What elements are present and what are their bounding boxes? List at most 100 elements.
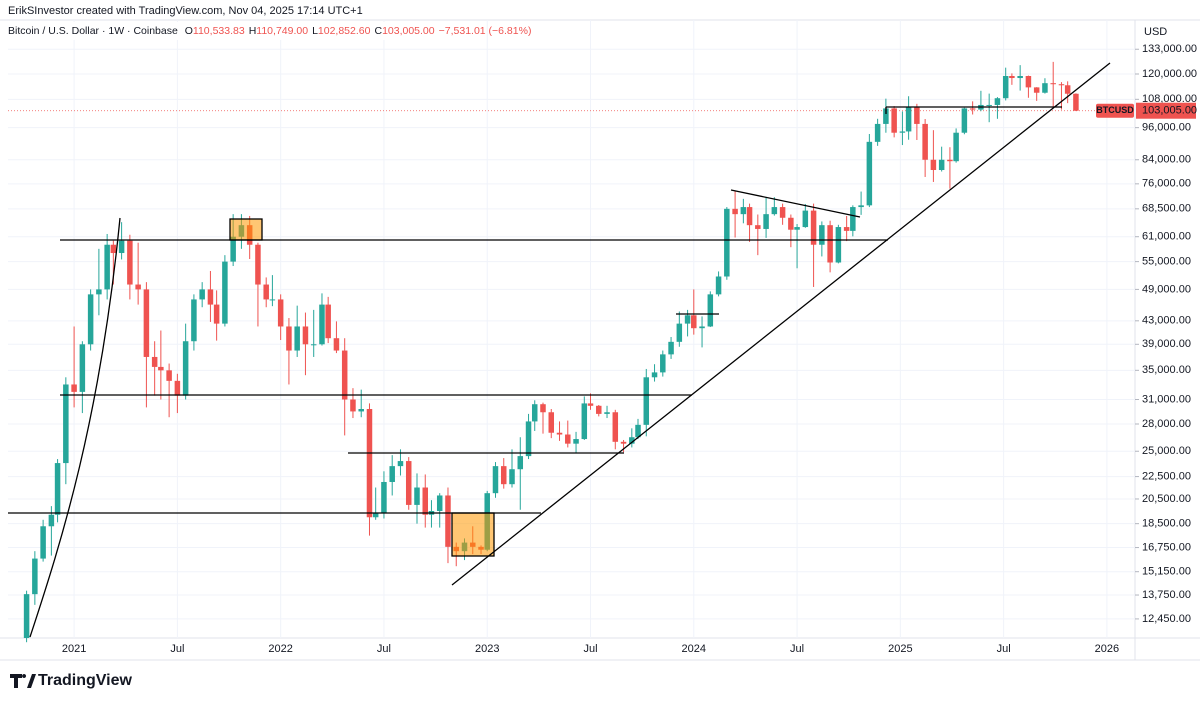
candle-body (372, 513, 379, 518)
candle-body (699, 326, 705, 329)
candle-body (724, 208, 730, 277)
ohlc-value: 110,749.00 (256, 25, 308, 37)
ohlc: O110,533.83 H110,749.00 L102,852.60 C103,00… (185, 25, 532, 37)
candle-body (517, 456, 524, 470)
price-axis: 2021 Jul 2022 Jul 2023 Jul 2024 Jul 2025 Jul 2026 1… (62, 43, 1197, 655)
candle-body (96, 289, 102, 295)
candle-body (174, 380, 181, 396)
y-tick-label: 43,000.00 (1142, 315, 1191, 327)
candle-body (986, 104, 992, 106)
change: −7,531.01 (−6.81%) (439, 25, 532, 37)
highlight-box (451, 512, 495, 557)
candle-body (63, 384, 69, 464)
candles (23, 61, 1079, 643)
candle-body (40, 526, 46, 559)
candle-body (389, 466, 395, 482)
candle-body (827, 225, 833, 263)
candle-body (587, 403, 594, 406)
candle-body (755, 225, 761, 229)
candle-body (397, 461, 404, 467)
x-tick-label: Jul (170, 643, 184, 655)
highlight-box (229, 218, 263, 241)
candle-body (358, 409, 364, 412)
grid (8, 20, 1135, 638)
x-tick-label: 2023 (475, 643, 499, 655)
candle-body (802, 210, 809, 228)
ohlc-value: 110,533.83 (193, 25, 245, 37)
candle-body (531, 404, 538, 422)
y-tick-label: 61,000.00 (1142, 231, 1191, 243)
candle-body (565, 434, 571, 444)
candle-body (110, 244, 117, 254)
candle-body (341, 350, 348, 400)
candle-body (969, 108, 976, 110)
x-tick-label: 2026 (1095, 643, 1119, 655)
candle-body (620, 441, 627, 444)
candle-body (422, 487, 429, 515)
y-tick-label: 39,000.00 (1142, 338, 1191, 350)
candle-body (779, 207, 786, 218)
candle-body (1050, 83, 1056, 85)
candle-body (151, 356, 158, 367)
candle-body (914, 107, 920, 124)
currency-bg (1136, 22, 1200, 42)
candle-body (302, 326, 309, 345)
candle-body (707, 294, 714, 327)
ohlc-value: 103,005.00 (382, 25, 435, 37)
candle-body (604, 412, 610, 414)
candle-body (166, 370, 172, 381)
candle-body (947, 159, 953, 162)
y-tick-label: 76,000.00 (1142, 178, 1191, 190)
candle-body (883, 108, 889, 124)
x-tick-label: Jul (997, 643, 1011, 655)
candle-body (676, 323, 683, 342)
symbol-tag-text: BTCUSD (1096, 105, 1134, 115)
y-tick-label: 84,000.00 (1142, 154, 1191, 166)
candle-body (691, 315, 697, 329)
symbol: Bitcoin / U.S. Dollar · 1W · Coinbase (8, 25, 178, 37)
currency: USD (1144, 26, 1167, 38)
y-tick-label: 16,750.00 (1142, 541, 1191, 553)
y-tick-label: 12,450.00 (1142, 613, 1191, 625)
candle-body (500, 466, 507, 485)
candle-body (222, 261, 228, 324)
y-tick-label: 120,000.00 (1142, 68, 1197, 80)
candle-body (843, 227, 850, 231)
candle-body (953, 132, 959, 162)
candle-body (135, 284, 141, 290)
candle-body (1073, 93, 1079, 111)
candle-body (994, 98, 1001, 105)
x-tick-label: 2021 (62, 643, 86, 655)
candle-body (684, 315, 691, 324)
logo: TradingView (10, 672, 133, 689)
candle-body (810, 210, 817, 245)
y-tick-label: 68,500.00 (1142, 203, 1191, 215)
candle-body (87, 294, 94, 345)
candle-body (492, 466, 499, 494)
y-tick-label: 18,500.00 (1142, 518, 1191, 530)
candle-body (1025, 75, 1032, 88)
y-tick-label: 25,000.00 (1142, 445, 1191, 457)
candle-body (1064, 85, 1071, 94)
y-tick-label: 13,750.00 (1142, 589, 1191, 601)
ohlc-label: O (185, 25, 193, 37)
candle-body (899, 131, 906, 133)
candle-body (548, 412, 555, 433)
trend-line (730, 189, 861, 218)
author-line: ErikSInvestor created with TradingView.c… (8, 5, 363, 17)
candle-body (213, 304, 220, 324)
y-tick-label: 28,000.00 (1142, 418, 1191, 430)
candle-body (732, 208, 738, 215)
candle-body (286, 326, 292, 351)
candle-body (255, 244, 261, 285)
candle-body (938, 159, 945, 171)
candle-body (771, 207, 778, 215)
candle-body (436, 495, 443, 511)
candle-body (1002, 75, 1009, 99)
x-tick-label: Jul (790, 643, 804, 655)
candle-body (891, 108, 897, 133)
candle-body (961, 108, 968, 133)
candle-body (1042, 83, 1048, 93)
candle-body (1033, 87, 1040, 93)
